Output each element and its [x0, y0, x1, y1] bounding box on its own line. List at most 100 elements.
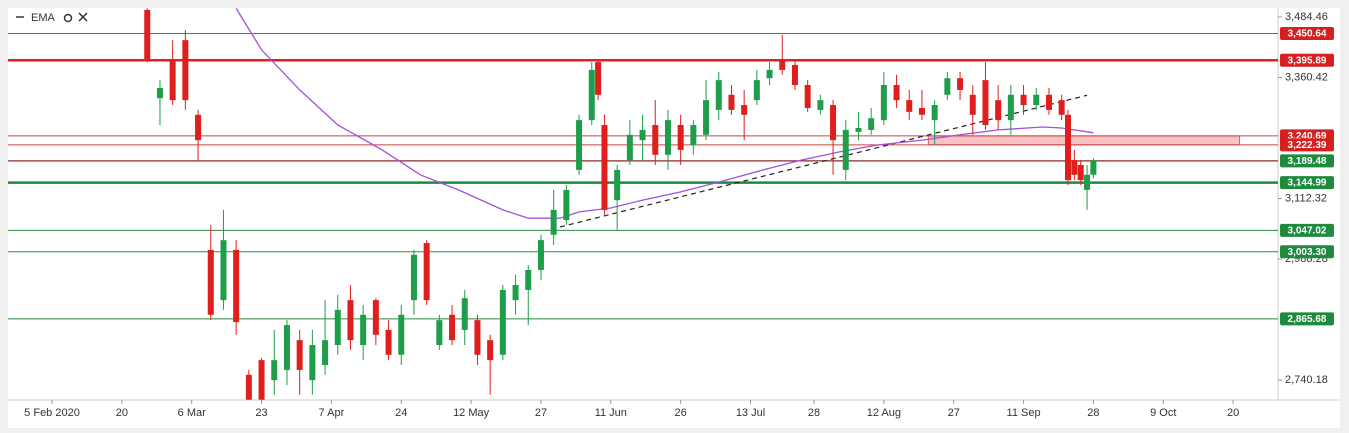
- y-tick-label: 3,484.46: [1285, 11, 1328, 23]
- candle-body: [1071, 160, 1078, 175]
- x-tick-label: 11 Sep: [1007, 407, 1041, 419]
- candle-body: [398, 314, 405, 355]
- indicator-toolbar[interactable]: EMA: [16, 12, 88, 24]
- x-tick-label: 20: [116, 407, 128, 419]
- level-label: 3,222.39: [1288, 140, 1327, 151]
- candle-body: [309, 345, 316, 381]
- candle-body: [423, 243, 430, 301]
- candle-body: [1033, 94, 1040, 106]
- candle-body: [880, 85, 887, 121]
- candle-body: [182, 40, 189, 101]
- candle-body: [817, 100, 824, 110]
- level-label-box: [1280, 53, 1334, 67]
- plot-area: [8, 8, 1278, 400]
- candle-body: [233, 249, 240, 323]
- candle-body: [258, 360, 265, 400]
- candle-body: [595, 62, 602, 95]
- resistance-zone: [927, 135, 1240, 146]
- candle-body: [626, 134, 633, 161]
- level-label: 3,450.64: [1288, 29, 1327, 40]
- x-tick-label: 7 Apr: [319, 407, 345, 419]
- candle-body: [969, 94, 976, 115]
- candle-body: [639, 129, 646, 141]
- candle-body: [982, 80, 989, 126]
- candle-body: [474, 320, 481, 355]
- x-tick-label: 24: [395, 407, 407, 419]
- candle-body: [449, 314, 456, 341]
- chart-panel: [8, 8, 1340, 428]
- level-label-box: [1280, 223, 1334, 237]
- candle-body: [220, 240, 227, 301]
- candle-body: [334, 309, 341, 346]
- candle-body: [525, 269, 532, 290]
- candle-body: [245, 374, 252, 400]
- candle-body: [410, 254, 417, 301]
- candle-body: [283, 325, 290, 370]
- candle-body: [741, 105, 748, 115]
- candle-body: [360, 314, 367, 346]
- candle-body: [893, 85, 900, 101]
- close-icon[interactable]: [78, 12, 88, 22]
- candle-body: [791, 65, 798, 86]
- candle-body: [677, 125, 684, 150]
- level-label-box: [1280, 154, 1334, 168]
- candle-body: [614, 169, 621, 201]
- candle-body: [487, 340, 494, 361]
- candle-body: [868, 118, 875, 130]
- indicator-label: EMA: [31, 12, 56, 24]
- candle-body: [195, 114, 202, 141]
- candle-body: [1058, 100, 1065, 115]
- level-label-box: [1280, 138, 1334, 152]
- candle-body: [322, 340, 329, 366]
- candle-body: [995, 100, 1002, 121]
- candle-body: [1084, 174, 1091, 190]
- candle-body: [537, 240, 544, 270]
- candle-body: [842, 129, 849, 170]
- y-tick-label: 2,740.18: [1285, 374, 1328, 386]
- candle-body: [499, 289, 506, 355]
- level-label: 3,189.48: [1288, 156, 1327, 167]
- x-tick-label: 12 May: [453, 407, 490, 419]
- settings-icon[interactable]: [63, 13, 73, 23]
- candle-body: [169, 60, 176, 101]
- candle-body: [372, 300, 379, 335]
- candle-body: [728, 94, 735, 110]
- candle-body: [156, 87, 163, 99]
- level-label: 3,144.99: [1288, 178, 1327, 189]
- candle-body: [715, 80, 722, 110]
- candle-body: [461, 298, 468, 330]
- candle-body: [385, 329, 392, 355]
- x-tick-label: 5 Feb 2020: [24, 407, 80, 419]
- candle-body: [1090, 160, 1097, 175]
- candle-body: [944, 78, 951, 95]
- level-label-box: [1280, 26, 1334, 40]
- x-tick-label: 11 Jun: [595, 407, 627, 419]
- level-label: 3,003.30: [1288, 247, 1327, 258]
- axes: 3,484.463,360.423,112.322,988.282,740.18…: [24, 11, 1334, 419]
- candle-body: [690, 125, 697, 146]
- candle-body: [1007, 94, 1014, 121]
- candle-body: [588, 69, 595, 121]
- candle-body: [918, 107, 925, 115]
- candle-body: [144, 9, 151, 61]
- candle-body: [753, 80, 760, 101]
- candle-body: [804, 85, 811, 108]
- level-label: 3,240.69: [1288, 131, 1327, 142]
- candle-body: [664, 120, 671, 155]
- candle-body: [906, 100, 913, 112]
- level-label: 3,395.89: [1288, 55, 1327, 66]
- level-label: 2,865.68: [1288, 314, 1327, 325]
- candle-body: [601, 125, 608, 210]
- candle-body: [931, 105, 938, 121]
- x-tick-label: 20: [1227, 407, 1239, 419]
- candle-body: [855, 127, 862, 132]
- x-tick-label: 27: [948, 407, 960, 419]
- candle-body: [1020, 94, 1027, 106]
- x-tick-label: 28: [1087, 407, 1099, 419]
- candle-body: [550, 209, 557, 235]
- candle-body: [436, 320, 443, 346]
- level-label: 3,047.02: [1288, 226, 1327, 237]
- candle-body: [576, 120, 583, 170]
- candle-body: [296, 340, 303, 370]
